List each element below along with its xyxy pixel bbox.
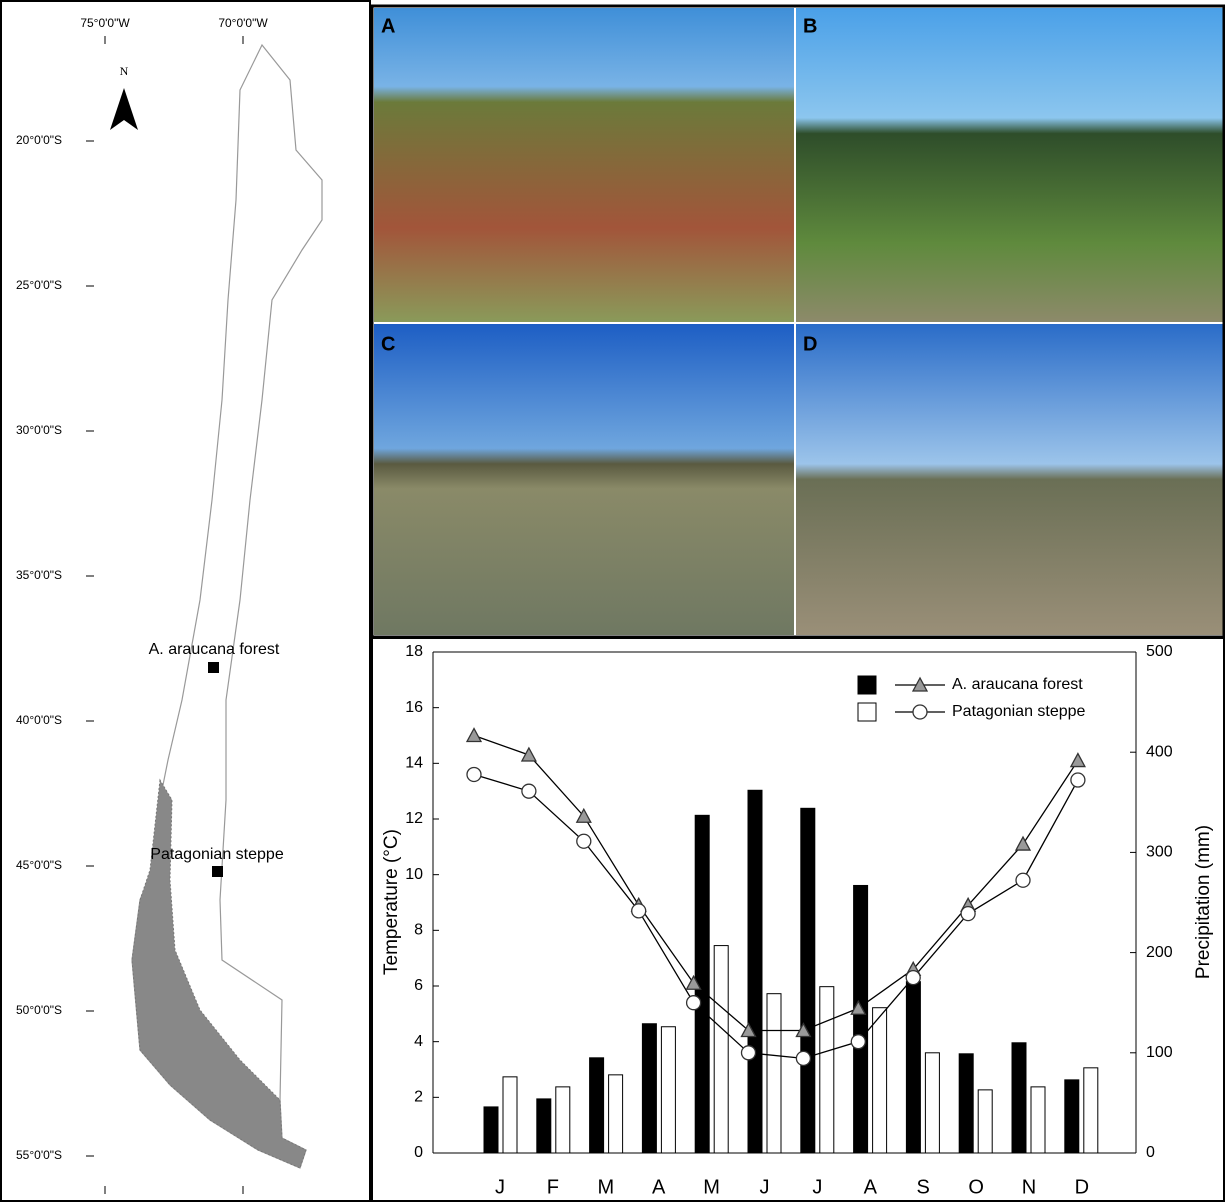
bar bbox=[503, 1077, 517, 1153]
latitude-label: 45°0'0"S bbox=[16, 858, 62, 872]
bar bbox=[925, 1053, 939, 1153]
site-marker bbox=[208, 662, 219, 673]
line-marker bbox=[961, 907, 975, 921]
x-tick-label: D bbox=[1075, 1176, 1089, 1198]
photo-label: B bbox=[803, 15, 817, 37]
line-marker bbox=[913, 705, 927, 719]
y-tick-label: 10 bbox=[405, 866, 423, 883]
bar bbox=[484, 1107, 498, 1153]
latitude-label: 55°0'0"S bbox=[16, 1148, 62, 1162]
bar bbox=[906, 982, 920, 1153]
y2-axis-title: Precipitation (mm) bbox=[1193, 825, 1214, 979]
page: N 75°0'0"W 70°0'0"W 20°0'0"S 25°0'0"S 30°0'0… bbox=[0, 0, 1225, 1202]
bar bbox=[959, 1054, 973, 1153]
bar bbox=[767, 994, 781, 1153]
line-marker bbox=[742, 1046, 756, 1060]
y2-tick-label: 500 bbox=[1146, 643, 1173, 660]
bar bbox=[801, 808, 815, 1153]
latitude-label: 50°0'0"S bbox=[16, 1003, 62, 1017]
y-tick-label: 8 bbox=[414, 922, 423, 939]
bar bbox=[748, 790, 762, 1153]
x-tick-label: N bbox=[1022, 1176, 1036, 1198]
line-marker bbox=[687, 996, 701, 1010]
bar bbox=[854, 885, 868, 1153]
legend-label: Patagonian steppe bbox=[952, 703, 1086, 720]
bar bbox=[1012, 1043, 1026, 1153]
y-tick-label: 6 bbox=[414, 977, 423, 994]
line-marker bbox=[796, 1051, 810, 1065]
legend-label: A. araucana forest bbox=[952, 676, 1083, 693]
line-marker bbox=[577, 834, 591, 848]
longitude-label: 75°0'0"W bbox=[80, 16, 130, 30]
line-marker bbox=[906, 971, 920, 985]
line-marker bbox=[522, 784, 536, 798]
latitude-label: 35°0'0"S bbox=[16, 568, 62, 582]
x-tick-label: A bbox=[864, 1176, 878, 1198]
latitude-label: 25°0'0"S bbox=[16, 278, 62, 292]
figure: N 75°0'0"W 70°0'0"W 20°0'0"S 25°0'0"S 30°0'0… bbox=[0, 0, 1225, 1202]
y2-tick-label: 0 bbox=[1146, 1144, 1155, 1161]
y2-tick-label: 400 bbox=[1146, 743, 1173, 760]
x-tick-label: S bbox=[917, 1176, 930, 1198]
x-tick-label: J bbox=[495, 1176, 505, 1198]
y-tick-label: 16 bbox=[405, 699, 423, 716]
bar bbox=[590, 1058, 604, 1153]
bar bbox=[978, 1090, 992, 1153]
y-tick-label: 0 bbox=[414, 1144, 423, 1161]
photo-label: D bbox=[803, 333, 817, 355]
bar bbox=[609, 1075, 623, 1153]
photo-label: C bbox=[381, 333, 395, 355]
site-marker bbox=[212, 866, 223, 877]
line-marker bbox=[632, 904, 646, 918]
x-tick-label: A bbox=[652, 1176, 666, 1198]
bar bbox=[556, 1087, 570, 1153]
legend-swatch bbox=[858, 676, 876, 694]
photo bbox=[374, 324, 794, 635]
photo-label: A bbox=[381, 15, 395, 37]
bar bbox=[661, 1027, 675, 1153]
photo bbox=[374, 8, 794, 322]
north-label: N bbox=[120, 64, 129, 78]
bar bbox=[820, 987, 834, 1153]
site-label: A. araucana forest bbox=[149, 641, 280, 658]
bar bbox=[642, 1024, 656, 1153]
latitude-label: 40°0'0"S bbox=[16, 713, 62, 727]
photo bbox=[796, 324, 1223, 635]
y-tick-label: 14 bbox=[405, 755, 423, 772]
y-tick-label: 4 bbox=[414, 1033, 423, 1050]
line-marker bbox=[851, 1035, 865, 1049]
x-tick-label: M bbox=[597, 1176, 614, 1198]
y2-tick-label: 200 bbox=[1146, 944, 1173, 961]
bar bbox=[1031, 1087, 1045, 1153]
bar bbox=[1065, 1080, 1079, 1153]
latitude-label: 30°0'0"S bbox=[16, 423, 62, 437]
photo bbox=[796, 8, 1223, 322]
y-tick-label: 12 bbox=[405, 810, 423, 827]
y2-tick-label: 300 bbox=[1146, 844, 1173, 861]
y-tick-label: 18 bbox=[405, 643, 423, 660]
latitude-label: 20°0'0"S bbox=[16, 133, 62, 147]
x-tick-label: F bbox=[547, 1176, 559, 1198]
bar bbox=[873, 1008, 887, 1153]
legend-swatch bbox=[858, 703, 876, 721]
x-tick-label: M bbox=[703, 1176, 720, 1198]
bar bbox=[714, 946, 728, 1153]
x-tick-label: O bbox=[968, 1176, 984, 1198]
x-tick-label: J bbox=[812, 1176, 822, 1198]
x-tick-label: J bbox=[760, 1176, 770, 1198]
bar bbox=[537, 1099, 551, 1153]
line-marker bbox=[1071, 773, 1085, 787]
y-tick-label: 2 bbox=[414, 1089, 423, 1106]
line-marker bbox=[467, 767, 481, 781]
y-axis-title: Temperature (°C) bbox=[381, 829, 402, 975]
longitude-label: 70°0'0"W bbox=[218, 16, 268, 30]
y2-tick-label: 100 bbox=[1146, 1044, 1173, 1061]
site-label: Patagonian steppe bbox=[150, 846, 284, 863]
line-marker bbox=[1016, 873, 1030, 887]
bar bbox=[1084, 1068, 1098, 1153]
